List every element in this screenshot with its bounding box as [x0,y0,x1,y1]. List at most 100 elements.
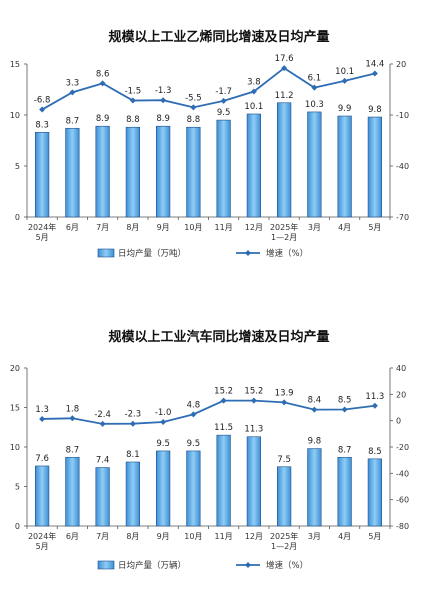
bar-value-label: 8.9 [156,114,170,124]
line-point [371,70,378,77]
x-tick-label-line: 1—2月 [271,542,297,551]
line-value-label: 8.5 [338,395,352,405]
x-tick-label: 4月 [338,532,351,541]
bar [65,456,80,527]
bar [246,436,261,527]
bar [156,450,171,527]
bar-value-label: 8.7 [338,445,352,455]
x-tick-label-line: 9月 [157,532,170,541]
growth-line [41,66,376,111]
x-tick-label-line: 4月 [338,223,351,232]
line-value-label: 13.9 [275,388,294,398]
line-point [99,80,106,87]
bar [95,125,110,218]
x-tick-label: 5月 [368,223,381,232]
x-tick-label-line: 3月 [308,223,321,232]
x-tick-label-line: 3月 [308,532,321,541]
legend-bar-swatch [97,248,115,258]
legend-bar-swatch [97,560,115,570]
left-tick-label: 20 [10,364,20,373]
bar-value-label: 9.8 [308,437,322,447]
line-value-label: 10.1 [335,67,354,77]
bar [35,132,50,218]
line-point [160,418,167,425]
bar [156,125,171,218]
bar-value-label: 8.9 [96,114,110,124]
ethylene-chart: 规模以上工业乙烯同比增速及日均产量 0 5 10 15 -70 -40 -10 20 2024年… [0,0,438,300]
legend-bar-label: 日均产量（万吨） [118,248,186,259]
bar-value-label: 10.3 [305,100,324,110]
bar-value-label: 9.5 [187,439,201,449]
x-tick-label: 11月 [215,532,233,541]
bar [186,450,201,527]
x-tick-label: 3月 [308,532,321,541]
left-tick-label: 15 [10,404,20,413]
line-point [311,406,318,413]
x-tick-label: 7月 [96,223,109,232]
x-tick-label-line: 7月 [96,223,109,232]
left-tick-label: 0 [15,213,20,222]
line-point [220,97,227,104]
bar-value-label: 10.1 [244,102,263,112]
line-value-label: 1.3 [35,405,49,415]
line-point [250,88,257,95]
chart-title: 规模以上工业汽车同比增速及日均产量 [108,330,330,345]
bar-value-label: 8.1 [126,450,140,460]
x-tick-label: 7月 [96,532,109,541]
growth-line [42,399,375,425]
line-value-label: 8.6 [96,69,110,79]
right-tick-label: -10 [396,111,409,120]
x-tick-label: 2025年 1—2月 [270,531,298,551]
line-value-label: -2.4 [94,410,111,420]
x-tick-label-line: 11月 [215,532,233,541]
left-tick-label: 5 [15,483,20,492]
right-tick-label: 20 [396,60,406,69]
x-tick-label-line: 6月 [66,532,79,541]
line-value-label: 15.2 [214,387,233,397]
x-tick-label-line: 10月 [184,223,202,232]
right-tick-label: -20 [396,443,409,452]
x-tick-label: 2024年 5月 [28,222,56,242]
line-value-label: 3.3 [66,78,80,88]
bar [65,127,80,218]
x-tick-label: 8月 [126,223,139,232]
right-tick-label: -80 [396,522,409,531]
bar [95,467,110,527]
x-tick-label-line: 2025年 [270,222,298,232]
bar-value-label: 7.4 [96,456,110,466]
bar-value-label: 11.3 [244,425,263,435]
line-point [39,106,46,113]
line-point [190,104,197,111]
x-tick-label-line: 10月 [184,532,202,541]
x-tick-label-line: 5月 [36,233,49,242]
line-point [341,77,348,84]
line-point [341,406,348,413]
right-tick-label: 0 [396,417,401,426]
x-tick-label-line: 12月 [245,223,263,232]
line-point [220,397,227,404]
x-tick-label: 9月 [157,532,170,541]
x-tick-label: 6月 [66,223,79,232]
line-value-label: -2.3 [125,410,142,420]
left-tick-label: 0 [15,522,20,531]
line-value-label: 1.8 [66,404,80,414]
x-tick-label-line: 2025年 [270,531,298,541]
bar-value-label: 8.7 [66,116,80,126]
x-tick-label-line: 11月 [215,223,233,232]
x-tick-label: 5月 [368,532,381,541]
bar-value-label: 9.8 [368,105,382,115]
bar [307,111,322,218]
bar [216,434,231,527]
x-tick-label: 8月 [126,532,139,541]
right-tick-label: -70 [396,213,409,222]
right-tick-label: 40 [396,364,406,373]
line-point [160,97,167,104]
legend-line-marker [245,562,251,568]
line-value-label: 6.1 [308,74,322,84]
bar [367,458,382,527]
bar-value-label: 8.8 [187,115,201,125]
x-tick-label: 9月 [157,223,170,232]
bar-value-label: 9.9 [338,104,352,114]
bar-value-label: 9.5 [156,439,170,449]
line-value-label: -6.8 [34,96,51,106]
